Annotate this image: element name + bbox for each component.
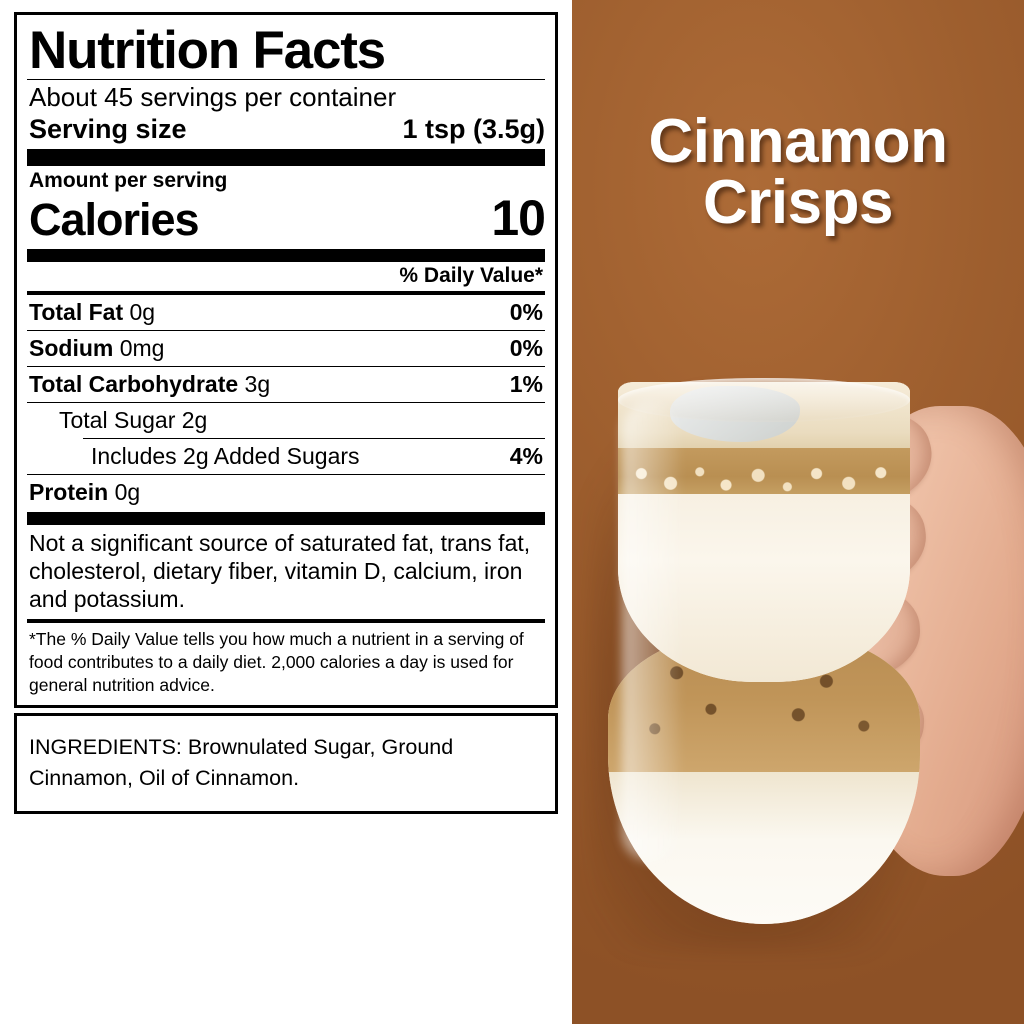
nutrient-dv-total-carbohydrate: 1% [509,370,543,397]
footnote-divider [27,618,545,623]
table-row: Total Fat 0g 0% [27,295,545,330]
row-divider [27,365,545,367]
row-divider-indented [83,437,545,439]
product-panel: Cinnamon Crisps [572,0,1024,1024]
table-row: Protein 0g [27,475,545,510]
product-title: Cinnamon Crisps [572,107,1024,237]
ingredients-box: INGREDIENTS: Brownulated Sugar, Ground C… [14,713,558,815]
nutrient-dv-sodium: 0% [509,334,543,361]
row-divider [27,401,545,403]
nutrient-name-added-sugars: Includes 2g Added Sugars [91,442,360,469]
nutrient-name-sodium: Sodium 0mg [29,334,165,361]
calories-label: Calories [29,193,200,245]
product-photo [572,330,1024,1024]
serving-size-row: Serving size 1 tsp (3.5g) [29,114,545,145]
nutrient-name-total-fat: Total Fat 0g [29,298,156,325]
row-divider [27,473,545,475]
nutrient-dv-total-fat: 0% [509,298,543,325]
daily-value-header: % Daily Value* [399,263,543,287]
table-row: Total Carbohydrate 3g 1% [27,367,545,402]
calories-value: 10 [491,189,546,246]
table-row: Includes 2g Added Sugars 4% [27,439,545,474]
table-row: Sodium 0mg 0% [27,331,545,366]
serving-size-label: Serving size [29,113,187,144]
latte-glass [608,378,920,924]
glass-highlight [622,402,680,862]
thick-divider-calories [27,248,545,262]
nutrient-name-total-carbohydrate: Total Carbohydrate 3g [29,370,271,397]
product-title-line2: Crisps [703,167,893,237]
serving-size-value: 1 tsp (3.5g) [402,113,545,144]
product-title-line1: Cinnamon [648,107,948,176]
daily-value-footnote: *The % Daily Value tells you how much a … [29,628,524,695]
nutrition-facts-title: Nutrition Facts [29,21,386,80]
daily-value-divider [27,290,545,295]
row-divider [27,329,545,331]
nutrient-name-total-sugar: Total Sugar 2g [59,406,208,433]
calories-row: Calories 10 [29,189,546,247]
nutrition-facts-box: Nutrition Facts About 45 servings per co… [14,12,558,708]
not-significant-source-text: Not a significant source of saturated fa… [29,529,531,612]
title-divider [27,79,545,81]
servings-per-container: About 45 servings per container [29,82,397,113]
nutrient-name-protein: Protein 0g [29,478,141,505]
thick-divider-bottom [27,511,545,525]
nutrition-panel: Nutrition Facts About 45 servings per co… [14,12,558,815]
table-row: Total Sugar 2g [27,403,545,438]
thick-divider-top [27,148,545,166]
ingredients-text: INGREDIENTS: Brownulated Sugar, Ground C… [29,735,454,790]
amount-per-serving-label: Amount per serving [29,168,228,192]
nutrient-dv-added-sugars: 4% [509,442,543,469]
